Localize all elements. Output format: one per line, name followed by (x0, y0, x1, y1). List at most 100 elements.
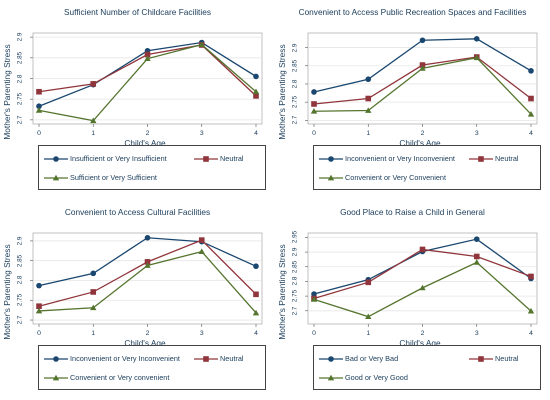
y-tick-label-text: 2.9 (16, 236, 24, 246)
legend-label: Neutral (495, 154, 519, 163)
y-tick-label-text: 2.7 (291, 306, 299, 316)
data-point (90, 81, 97, 87)
data-point (473, 236, 480, 242)
data-point (365, 107, 372, 113)
legend-swatch (44, 174, 68, 181)
legend-marker (203, 356, 209, 362)
legend-swatch (194, 356, 218, 362)
x-tick-label: 3 (474, 130, 479, 137)
legend-marker (52, 374, 60, 381)
legend-label: Inconvenient or Very Inconvenient (70, 354, 180, 363)
x-tick-label: 3 (474, 330, 479, 337)
x-tick-label: 4 (254, 330, 258, 337)
x-tick-label: 1 (366, 330, 371, 337)
y-tick-label-text: 2.8 (16, 276, 24, 285)
data-point (144, 51, 151, 58)
x-tick-label: 1 (91, 330, 96, 337)
legend-label: Sufficient or Very Sufficient (70, 173, 157, 182)
y-tick-label-text: 2.75 (16, 93, 24, 106)
legend-label: Convenient or Very convenient (70, 373, 170, 382)
y-axis-label: Mother's Parenting Stress (276, 36, 288, 148)
legend-marker (52, 174, 60, 181)
y-tick-label: 2.8 (285, 277, 305, 286)
chart-panel-childcare-facilities: Sufficient Number of Childcare Facilitie… (0, 0, 275, 200)
legend-marker (53, 356, 59, 362)
legend-label: Bad or Very Bad (345, 354, 399, 363)
data-point (35, 307, 43, 314)
x-tick-label: 2 (145, 330, 150, 337)
data-point (419, 37, 426, 44)
x-tick-label: 4 (529, 330, 533, 337)
data-point (90, 270, 97, 277)
data-point (528, 273, 534, 280)
chart-title: Good Place to Raise a Child in General (340, 207, 485, 217)
legend-label: Inconvenient or Very Inconvenient (345, 154, 455, 163)
y-tick-label: 2.75 (10, 93, 30, 106)
legend-label: Neutral (495, 354, 519, 363)
x-tick-label: 4 (254, 130, 258, 137)
data-point (419, 65, 426, 71)
data-point (527, 307, 535, 314)
data-point (365, 279, 372, 286)
data-point (528, 95, 534, 102)
y-tick-label: 2.7 (285, 306, 305, 316)
legend-swatch (319, 356, 343, 362)
x-tick-label: 0 (312, 330, 316, 337)
y-tick-label-text: 2.7 (16, 315, 24, 325)
plot-area (305, 232, 538, 327)
y-tick-label-text: 2.9 (16, 32, 24, 42)
chart-panel-good-place-to-raise-child: Good Place to Raise a Child in General M… (275, 200, 550, 400)
y-tick-label: 2.85 (285, 59, 305, 72)
y-axis-label: Mother's Parenting Stress (1, 36, 13, 148)
legend-marker (328, 156, 334, 162)
legend-label: Insufficient or Very Insufficient (70, 154, 167, 163)
x-tick-label: 0 (37, 330, 41, 337)
data-point (252, 309, 260, 316)
x-tick-label: 3 (199, 130, 204, 137)
legend-swatch (319, 374, 343, 381)
data-point (198, 248, 205, 254)
data-point (253, 263, 259, 270)
data-point (36, 103, 42, 110)
x-tick-label: 2 (420, 130, 425, 137)
y-tick-label-text: 2.85 (291, 59, 299, 72)
y-tick-label: 2.95 (285, 231, 305, 243)
y-tick-label: 2.9 (285, 43, 305, 52)
legend-swatch (194, 156, 218, 162)
legend-swatch (469, 156, 493, 162)
y-tick-label-text: 2.75 (291, 96, 299, 109)
legend-label: Convenient or Very Convenient (345, 173, 447, 182)
data-point (253, 73, 259, 80)
x-tick-label: 1 (91, 130, 96, 137)
x-axis-label: Child's Age (399, 138, 441, 148)
data-point (310, 296, 318, 302)
y-tick-label-text: 2.85 (16, 51, 24, 64)
x-tick-label: 1 (366, 130, 371, 137)
legend-marker (328, 356, 334, 362)
y-tick-label-text: 2.7 (291, 115, 299, 125)
data-point (36, 88, 42, 95)
legend-swatch (319, 174, 343, 181)
x-tick-label: 2 (145, 130, 150, 137)
x-axis-label: Child's Age (124, 138, 166, 148)
legend-swatch (44, 374, 68, 381)
chart-panel-recreation-spaces: Convenient to Access Public Recreation S… (275, 0, 550, 200)
y-axis-label: Mother's Parenting Stress (1, 236, 13, 348)
y-tick-label-text: 2.75 (16, 294, 24, 307)
legend-marker (478, 156, 484, 162)
chart-title: Sufficient Number of Childcare Facilitie… (64, 7, 211, 17)
y-tick-label-text: 2.75 (291, 289, 299, 303)
data-point (473, 253, 480, 260)
y-tick-label: 2.75 (285, 96, 305, 109)
y-tick-label: 2.85 (10, 51, 30, 64)
y-tick-label: 2.85 (285, 261, 305, 273)
y-tick-label-text: 2.9 (291, 43, 299, 52)
data-point (144, 259, 151, 265)
legend: Bad or Very Bad Neutral Good or Very Good (313, 345, 541, 390)
data-point (311, 89, 317, 95)
legend-swatch (44, 156, 68, 162)
x-axis-label: Child's Age (124, 338, 166, 348)
legend-label: Neutral (220, 154, 244, 163)
legend-marker (327, 374, 335, 381)
